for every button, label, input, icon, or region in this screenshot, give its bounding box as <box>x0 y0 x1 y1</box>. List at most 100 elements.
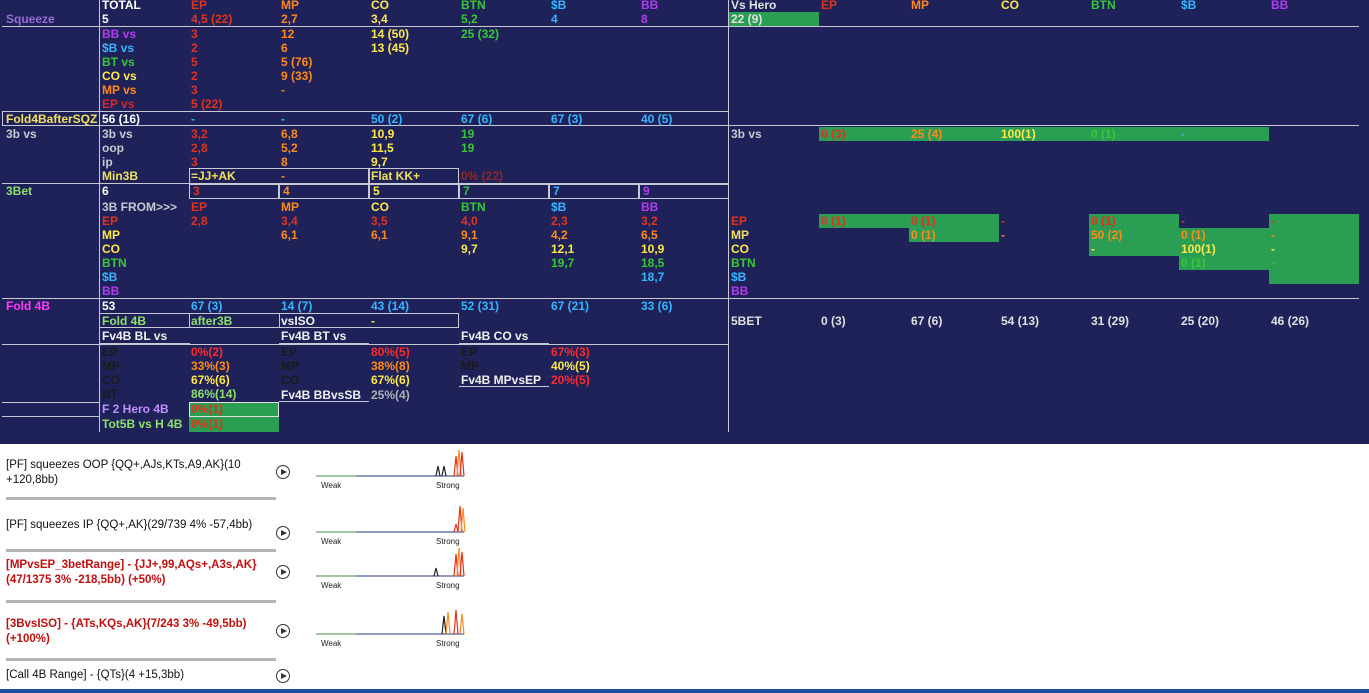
threeb-ep: 3,2 <box>191 127 208 141</box>
vs-hero-row-label: $B <box>731 270 747 284</box>
vs-hero-cell: 0 (1) <box>1181 228 1206 242</box>
sqz-co-vs: CO vs <box>102 69 137 83</box>
squeeze-sb: 4 <box>551 12 558 26</box>
min3b-val: - <box>281 169 285 183</box>
vs-hero-cell-bg <box>1089 242 1179 256</box>
range-strength-graph <box>316 548 465 577</box>
vs-hero-cell-bg <box>1089 214 1179 228</box>
from3b-cell: 10,9 <box>641 242 665 256</box>
from3b-col-bb: BB <box>641 200 659 214</box>
vs-hero-cell-bg <box>1179 242 1269 256</box>
threeb-mp: 6,8 <box>281 127 298 141</box>
fivebet-label: 5BET <box>731 314 762 328</box>
fold4b-sqz-mp: - <box>281 112 285 126</box>
threebet-sb: 7 <box>553 184 560 198</box>
from3b-row-label: EP <box>102 214 119 228</box>
fold4b-sqz-btn: 67 (6) <box>461 112 493 126</box>
from3b-cell: 6,1 <box>371 228 388 242</box>
range-strength-graph <box>316 449 465 477</box>
divider <box>2 26 1359 27</box>
vs-hero-title: Vs Hero <box>731 0 777 12</box>
graph-spike <box>459 613 465 635</box>
from3b-cell: 6,5 <box>641 228 658 242</box>
range-popup-text: [MPvsEP_3betRange] - {JJ+,99,AQs+,A3s,AK… <box>6 559 257 586</box>
sqz-bb-btn: 25 (32) <box>461 27 500 41</box>
from3b-row-label: MP <box>102 228 120 242</box>
play-icon[interactable] <box>276 465 290 479</box>
fv4b-val: 67%(6) <box>371 373 410 387</box>
threebet-bb: 9 <box>643 184 650 198</box>
vs-hero-col-bb: BB <box>1271 0 1289 12</box>
play-icon[interactable] <box>276 565 290 579</box>
vs-hero-cell-bg <box>909 214 999 228</box>
fv4b-bl-title: Fv4B BL vs <box>102 329 168 343</box>
play-icon[interactable] <box>276 526 290 540</box>
vs-hero-3b-co: 100(1) <box>1001 127 1036 141</box>
from3b-cell: 9,7 <box>461 242 478 256</box>
graph-weak-label: Weak <box>321 639 342 648</box>
ip-mp: 8 <box>281 155 288 169</box>
squeeze-label: Squeeze <box>6 12 55 26</box>
vs-hero-cell-bg <box>819 214 909 228</box>
sqz-bb-mp: 12 <box>281 27 295 41</box>
fv4b-val: 80%(5) <box>371 345 410 359</box>
vsiso-label: vsISO <box>281 314 316 328</box>
graph-strong-label: Strong <box>436 481 460 490</box>
divider <box>728 0 729 432</box>
fivebet-ep: 0 (3) <box>821 314 846 328</box>
fivebet-mp: 67 (6) <box>911 314 943 328</box>
play-icon[interactable] <box>276 669 290 683</box>
fv4b-pos: MP <box>102 359 120 373</box>
header-ep: EP <box>191 0 208 12</box>
popup-separator <box>6 497 276 500</box>
sqz-mp-mp: - <box>281 83 285 97</box>
divider <box>100 343 190 344</box>
oop-btn: 19 <box>461 141 475 155</box>
threebet-cell <box>459 184 549 199</box>
threeb-btn: 19 <box>461 127 475 141</box>
threebet-cell <box>369 184 459 199</box>
sqz-bb-vs: BB vs <box>102 27 137 41</box>
range-strength-graph <box>316 505 466 533</box>
graph-spike <box>441 465 447 477</box>
threeb-vs-label: 3b vs <box>6 127 37 141</box>
divider <box>279 313 280 328</box>
threebet-cell <box>189 184 279 199</box>
from3b-cell: 3,2 <box>641 214 658 228</box>
fv4b-bt-title: Fv4B BT vs <box>281 329 347 343</box>
fv4b-val: 67%(6) <box>191 373 230 387</box>
vs-hero-cell: - <box>1271 256 1275 270</box>
graph-strong-label: Strong <box>436 639 460 648</box>
fold4b-sqz-ep: - <box>191 112 195 126</box>
divider <box>2 125 1359 126</box>
divider <box>459 343 549 344</box>
fivebet-btn: 31 (29) <box>1091 314 1130 328</box>
vs-hero-row-label: CO <box>731 242 749 256</box>
vs-hero-cell-bg <box>1269 242 1359 256</box>
fold4b-sqz-label: Fold4BafterSQZ <box>6 112 98 126</box>
graph-spike <box>433 567 439 577</box>
vs-hero-3b-box <box>819 127 1269 141</box>
graph-strong-label: Strong <box>436 537 460 546</box>
sqz-co-mp: 9 (33) <box>281 69 313 83</box>
ip-ep: 3 <box>191 155 198 169</box>
fivebet-bb: 46 (26) <box>1271 314 1310 328</box>
threebet-cell <box>549 184 639 199</box>
vs-hero-3b-mp: 25 (4) <box>911 127 943 141</box>
vs-hero-3b-ep: 0 (3) <box>821 127 846 141</box>
sqz-mp-vs: MP vs <box>102 83 137 97</box>
squeeze-total: 5 <box>102 12 109 26</box>
vs-hero-col-sb: $B <box>1181 0 1197 12</box>
sqz-co-ep: 2 <box>191 69 198 83</box>
play-icon[interactable] <box>276 624 290 638</box>
graph-spike <box>445 611 451 635</box>
fold4b-total: 53 <box>102 299 116 313</box>
graph-spike <box>435 465 441 477</box>
vs-hero-3b-btn: 0 (1) <box>1091 127 1116 141</box>
vs-hero-cell: - <box>1271 228 1275 242</box>
fivebet-sb: 25 (20) <box>1181 314 1220 328</box>
fold4b-sqz-co: 50 (2) <box>371 112 403 126</box>
header-btn: BTN <box>461 0 486 12</box>
fold4b-sb: 67 (21) <box>551 299 590 313</box>
sqz-bt-vs: BT vs <box>102 55 135 69</box>
